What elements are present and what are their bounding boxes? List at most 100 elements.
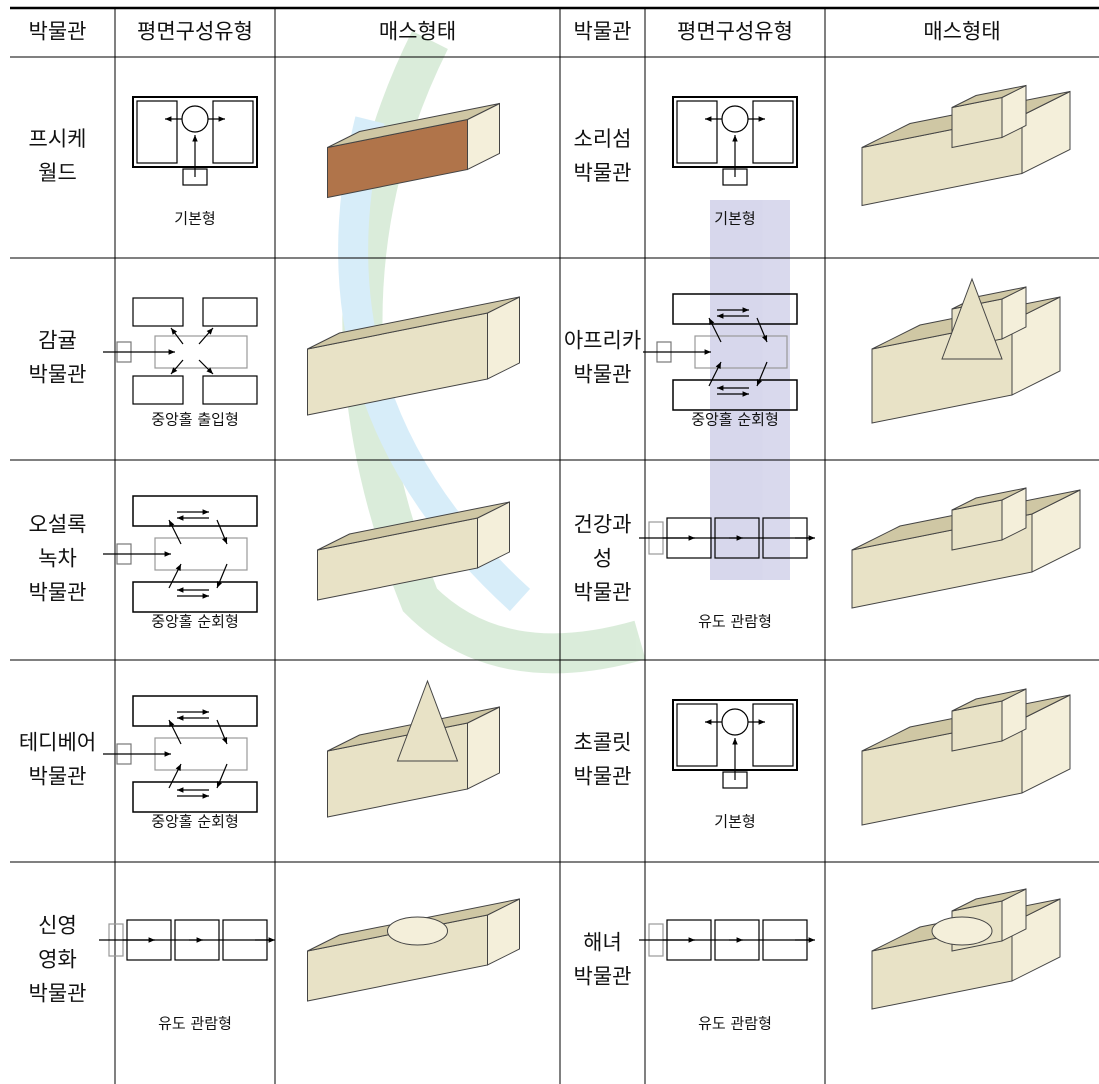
plan-arrowhead	[202, 793, 209, 799]
mass-model	[871, 277, 1061, 424]
plan-arrowhead	[808, 535, 815, 541]
plan-arrowhead	[175, 564, 181, 571]
museum-name: 박물관	[29, 765, 87, 789]
plan-arrowhead	[704, 349, 711, 355]
mass-model	[861, 84, 1071, 207]
mass-face	[307, 296, 520, 350]
plan-arrowhead	[216, 581, 222, 588]
mass-model	[327, 679, 500, 818]
museum-name: 오설록	[29, 513, 87, 537]
plan-room	[202, 375, 258, 405]
plan-room	[752, 100, 794, 164]
museum-name: 성	[593, 547, 612, 571]
mass-face	[951, 888, 1027, 912]
plan-arrowhead	[165, 116, 172, 122]
museum-name: 소리섬	[574, 127, 632, 151]
museum-name: 건강과	[574, 513, 632, 537]
mass-model	[307, 296, 520, 416]
mass-face	[317, 501, 510, 551]
plan-room	[132, 695, 258, 727]
plan-arrowhead	[742, 307, 749, 313]
museum-name: 녹차	[38, 547, 77, 571]
plan-arrowhead	[742, 391, 749, 397]
mass-dome	[931, 916, 993, 946]
plan-hall	[721, 708, 749, 736]
mass-model	[851, 487, 1081, 609]
plan-arrowhead	[756, 379, 762, 386]
plan-arrowhead	[758, 719, 765, 725]
museum-name: 박물관	[574, 581, 632, 605]
plan-hall	[181, 105, 209, 133]
plan-arrowhead	[177, 515, 184, 521]
header-cell: 박물관	[574, 20, 632, 44]
plan-arrowhead	[168, 349, 175, 355]
mass-model	[327, 102, 500, 199]
mass-face	[951, 487, 1027, 511]
plan-room	[672, 379, 798, 411]
museum-name: 박물관	[29, 581, 87, 605]
plan-room	[136, 100, 178, 164]
plan-arrowhead	[177, 787, 184, 793]
plan-arrowhead	[171, 367, 178, 374]
mass-model	[871, 888, 1061, 1010]
header-cell: 평면구성유형	[137, 20, 253, 44]
plan-arrowhead	[206, 328, 213, 335]
plan-hall	[721, 105, 749, 133]
plan-arrowhead	[206, 367, 213, 374]
mass-model	[861, 688, 1071, 826]
plan-room	[202, 297, 258, 327]
header-cell: 평면구성유형	[677, 20, 793, 44]
museum-name: 박물관	[574, 161, 632, 185]
plan-arrowhead	[175, 764, 181, 771]
plan-room	[672, 293, 798, 325]
plan-arrowhead	[705, 719, 712, 725]
plan-arrowhead	[216, 781, 222, 788]
museum-name: 테디베어	[19, 731, 96, 755]
museum-name: 박물관	[29, 363, 87, 387]
plan-arrowhead	[202, 709, 209, 715]
plan-arrowhead	[222, 737, 228, 744]
plan-arrowhead	[169, 520, 175, 527]
mass-model	[307, 898, 520, 1002]
museum-name: 신영	[38, 914, 77, 938]
mass-face	[951, 688, 1027, 712]
mass-dome	[396, 679, 459, 762]
museum-name: 아프리카	[564, 329, 641, 353]
plan-arrowhead	[169, 720, 175, 727]
museum-name: 프시케	[29, 127, 87, 151]
museum-name: 감귤	[38, 329, 77, 353]
plan-type-label: 중앙홀 출입형	[151, 411, 239, 429]
plan-arrowhead	[268, 937, 275, 943]
plan-arrowhead	[177, 587, 184, 593]
museum-name: 박물관	[574, 363, 632, 387]
plan-arrowhead	[218, 116, 225, 122]
museum-name: 해녀	[583, 931, 622, 955]
plan-type-label: 중앙홀 순회형	[151, 613, 239, 631]
mass-dome	[941, 277, 1003, 360]
header-cell: 매스형태	[379, 20, 456, 44]
plan-arrowhead	[202, 593, 209, 599]
plan-room	[132, 781, 258, 813]
plan-type-label: 유도 관람형	[698, 613, 772, 631]
plan-arrowhead	[148, 937, 155, 943]
plan-arrowhead	[202, 509, 209, 515]
plan-arrowhead	[688, 937, 695, 943]
plan-type-label: 유도 관람형	[698, 1015, 772, 1033]
plan-arrowhead	[758, 116, 765, 122]
plan-arrowhead	[164, 551, 171, 557]
plan-arrowhead	[688, 535, 695, 541]
plan-arrowhead	[171, 328, 178, 335]
museum-name: 박물관	[574, 765, 632, 789]
plan-arrowhead	[762, 335, 768, 342]
plan-arrowhead	[736, 535, 743, 541]
plan-arrowhead	[732, 135, 738, 142]
plan-type-label: 기본형	[714, 813, 755, 831]
museum-name: 박물관	[574, 965, 632, 989]
plan-room	[132, 297, 184, 327]
plan-room	[132, 581, 258, 613]
plan-type-label: 유도 관람형	[158, 1015, 232, 1033]
mass-face	[951, 85, 1027, 108]
plan-arrowhead	[736, 937, 743, 943]
plan-arrowhead	[196, 937, 203, 943]
